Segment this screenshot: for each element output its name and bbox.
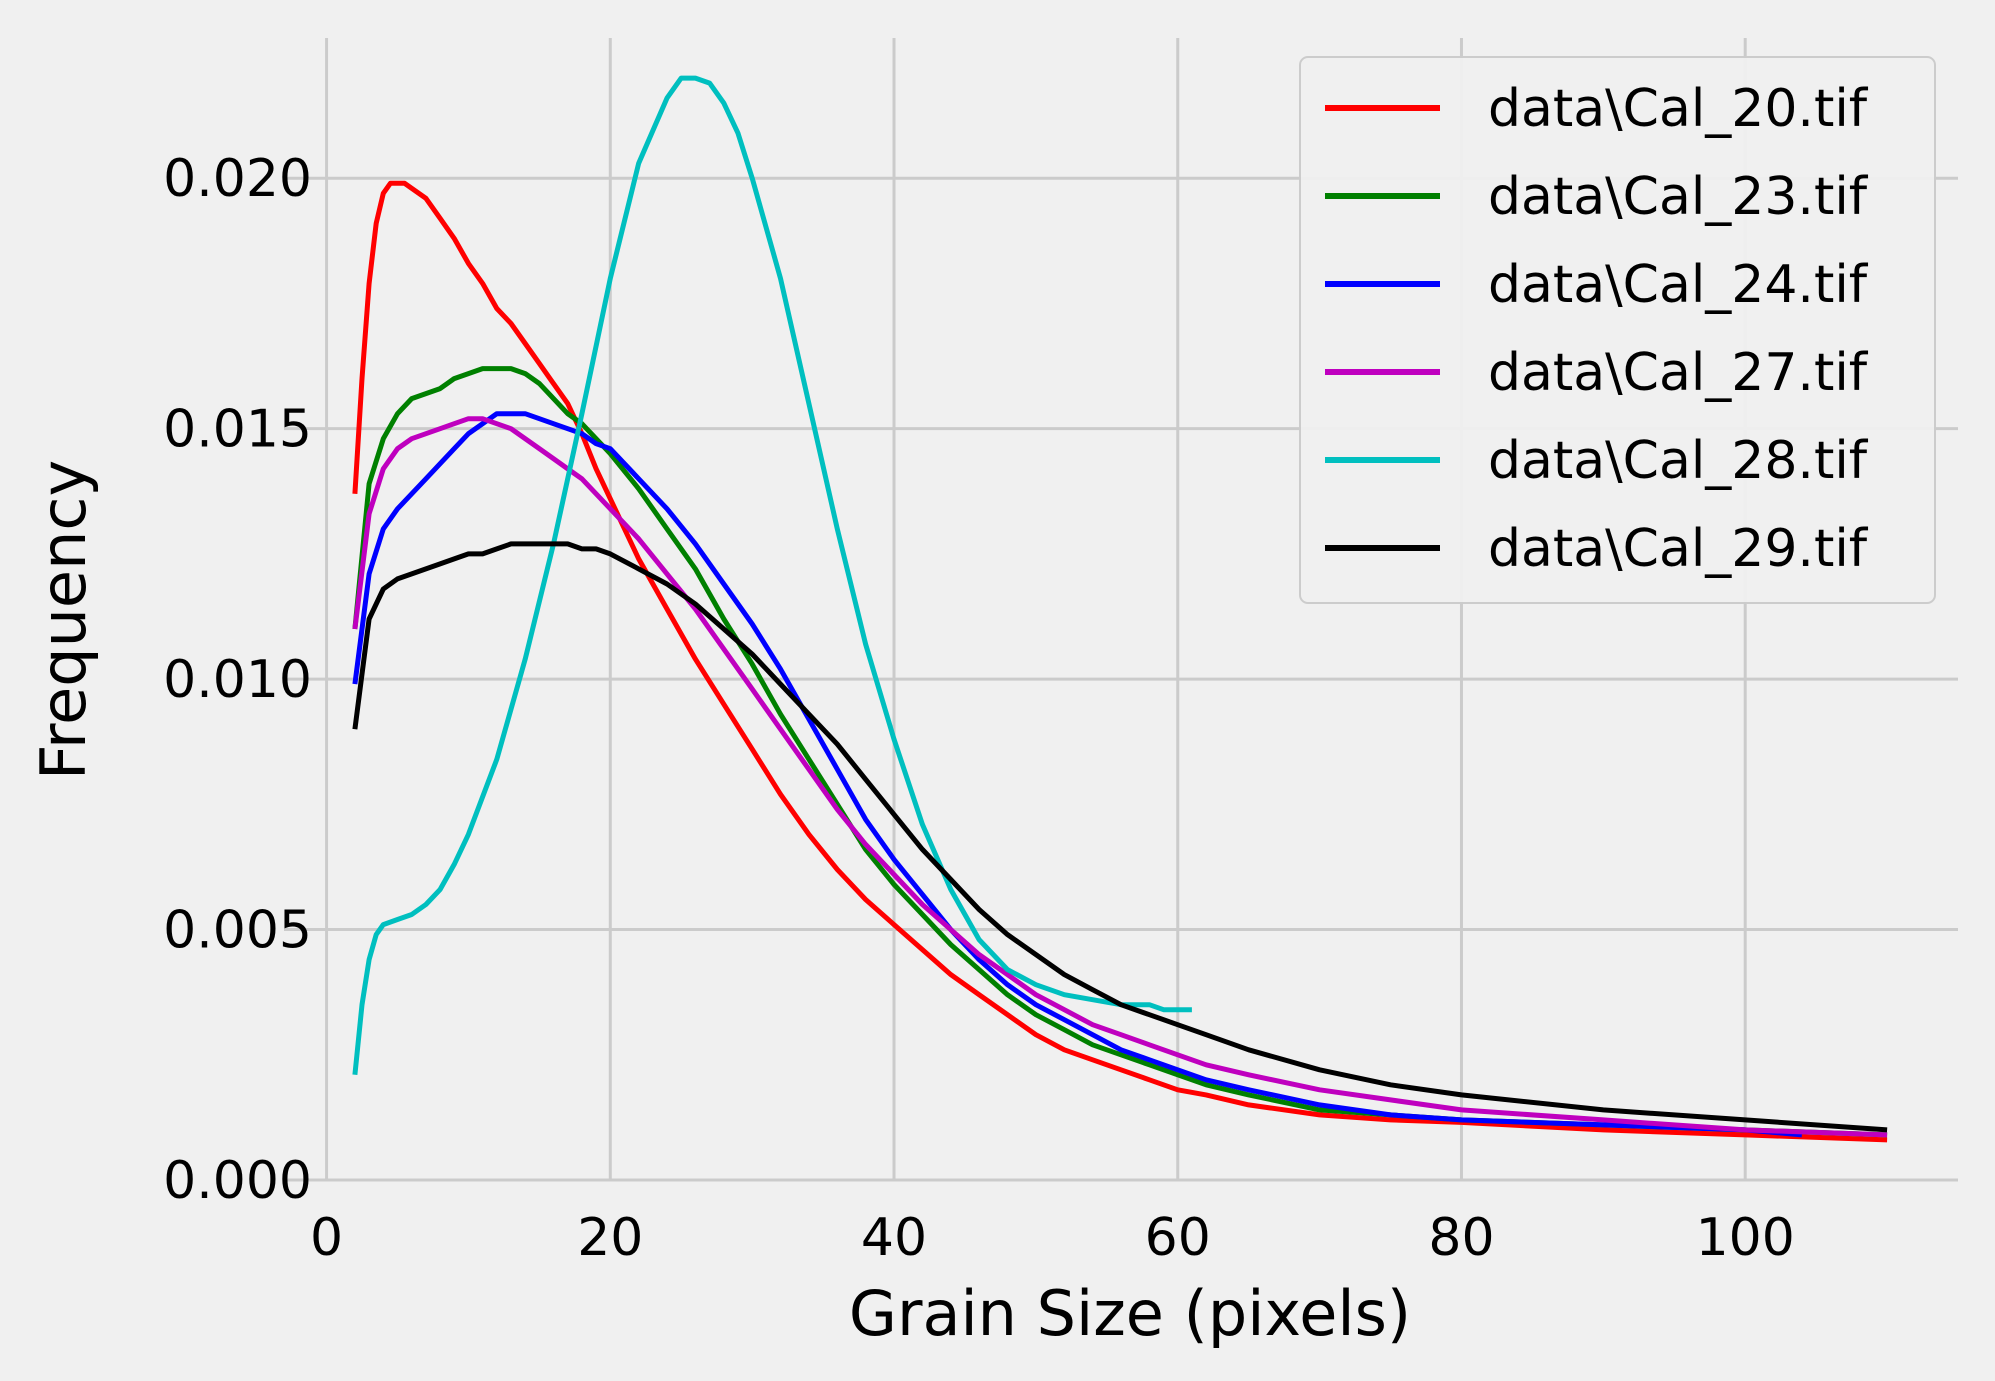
legend-label: data\Cal_23.tif: [1488, 167, 1869, 227]
series-line-4: [352, 416, 1888, 1138]
y-axis-title: Frequency: [27, 460, 100, 780]
series-line-3: [352, 411, 1803, 1138]
legend-label: data\Cal_20.tif: [1488, 79, 1869, 139]
series-line-5: [352, 75, 1192, 1076]
series-line-1: [352, 180, 1888, 1143]
x-axis-title: Grain Size (pixels): [849, 1277, 1411, 1350]
x-tick-label: 60: [1145, 1208, 1211, 1268]
y-tick-labels: 0.000 0.005 0.010 0.015 0.020: [163, 149, 312, 1211]
legend-label: data\Cal_24.tif: [1488, 255, 1869, 315]
y-tick-label: 0.005: [163, 901, 312, 961]
series-line-2: [352, 366, 1888, 1138]
legend-label: data\Cal_29.tif: [1488, 519, 1869, 579]
x-tick-label: 0: [310, 1208, 343, 1268]
x-tick-labels: 0 20 40 60 80 100: [310, 1208, 1795, 1268]
x-tick-label: 80: [1428, 1208, 1494, 1268]
x-tick-label: 20: [577, 1208, 643, 1268]
legend-label: data\Cal_28.tif: [1488, 431, 1869, 491]
x-tick-label: 100: [1696, 1208, 1795, 1268]
legend-label: data\Cal_27.tif: [1488, 343, 1869, 403]
y-tick-label: 0.015: [163, 400, 312, 460]
y-tick-label: 0.020: [163, 149, 312, 209]
series-lines: [352, 75, 1888, 1143]
legend: data\Cal_20.tif data\Cal_23.tif data\Cal_2…: [1299, 56, 1936, 604]
legend-box: [1299, 56, 1936, 604]
y-tick-label: 0.000: [163, 1151, 312, 1211]
x-tick-label: 40: [861, 1208, 927, 1268]
y-tick-label: 0.010: [163, 650, 312, 710]
series-line-6: [352, 541, 1888, 1133]
